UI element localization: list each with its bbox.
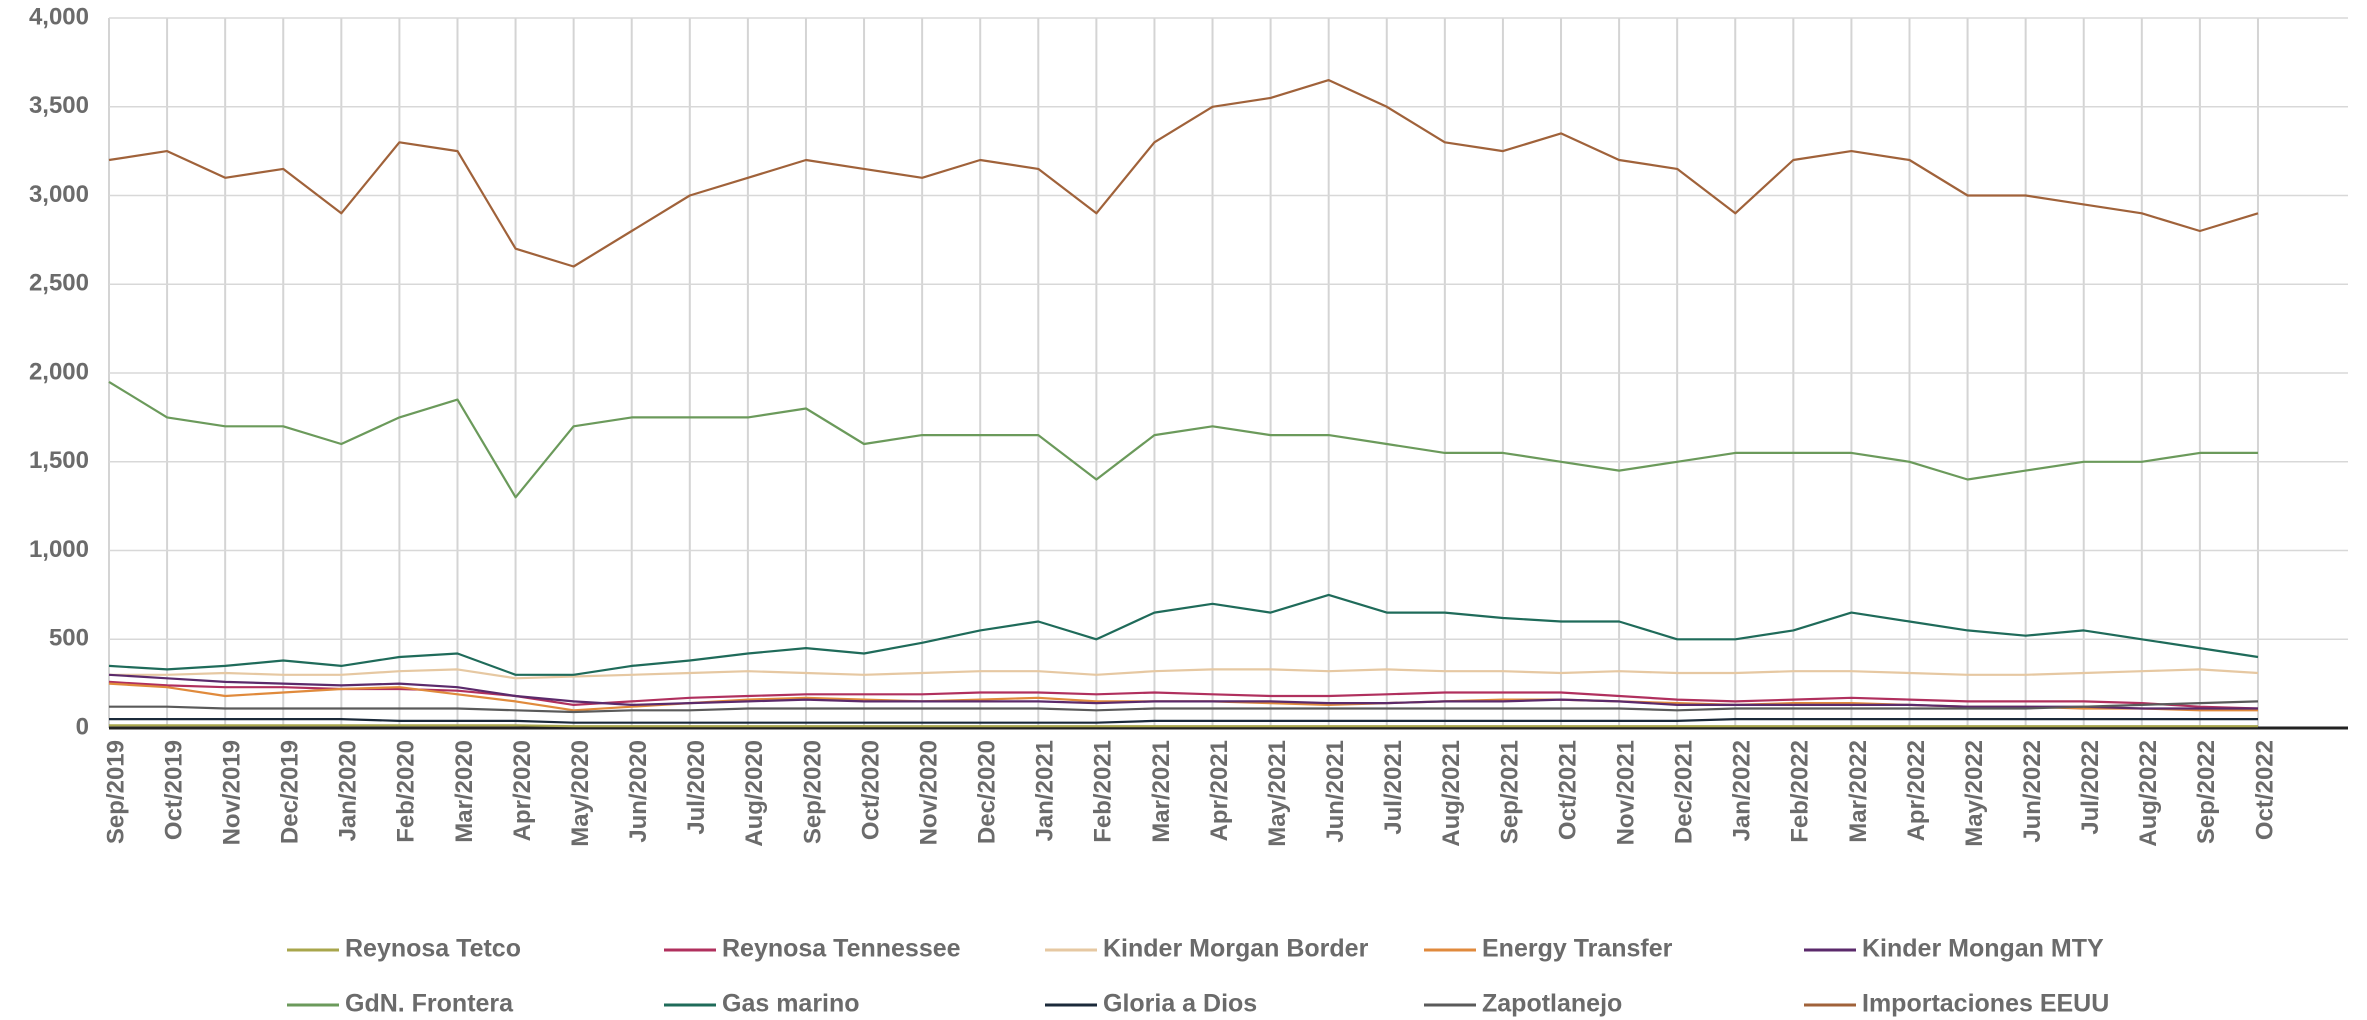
x-tick-label: Feb/2021 bbox=[1090, 740, 1117, 843]
x-tick-label: Dec/2020 bbox=[974, 740, 1001, 844]
x-tick-label: May/2022 bbox=[1961, 740, 1988, 847]
x-tick-label: Sep/2021 bbox=[1496, 740, 1523, 844]
x-tick-label: Apr/2022 bbox=[1903, 740, 1930, 841]
x-tick-label: Aug/2021 bbox=[1438, 740, 1465, 847]
x-tick-label: Sep/2019 bbox=[102, 740, 129, 844]
x-tick-label: Jul/2021 bbox=[1380, 740, 1407, 835]
x-tick-label: Oct/2019 bbox=[160, 740, 187, 840]
legend-label: Gloria a Dios bbox=[1103, 990, 1257, 1018]
legend-label: Gas marino bbox=[722, 990, 860, 1018]
series-line bbox=[108, 680, 2259, 710]
x-tick-label: Mar/2021 bbox=[1148, 740, 1175, 843]
y-tick-label: 2,000 bbox=[29, 358, 89, 385]
x-tick-label: Oct/2021 bbox=[1554, 740, 1581, 840]
x-tick-label: Mar/2022 bbox=[1845, 740, 1872, 843]
series-line bbox=[109, 724, 2258, 728]
series-line bbox=[108, 673, 2258, 710]
x-tick-label: Jan/2020 bbox=[335, 740, 362, 841]
series-line bbox=[108, 380, 2258, 499]
legend-label: Reynosa Tetco bbox=[345, 935, 521, 963]
x-tick-label: Jul/2020 bbox=[683, 740, 710, 835]
x-tick-label: Jul/2022 bbox=[2077, 740, 2104, 835]
legend-label: Energy Transfer bbox=[1482, 935, 1673, 963]
y-tick-label: 2,500 bbox=[29, 270, 89, 297]
legend-label: Kinder Mongan MTY bbox=[1862, 935, 2104, 963]
x-tick-label: Jan/2021 bbox=[1032, 740, 1059, 841]
x-tick-label: Oct/2020 bbox=[857, 740, 884, 840]
y-tick-label: 500 bbox=[49, 625, 89, 652]
x-tick-label: Jun/2020 bbox=[625, 740, 652, 843]
x-tick-label: Sep/2020 bbox=[799, 740, 826, 844]
y-tick-label: 1,500 bbox=[29, 447, 89, 474]
legend-label: Reynosa Tennessee bbox=[722, 935, 961, 963]
series-line bbox=[109, 668, 2259, 680]
legend-label: GdN. Frontera bbox=[345, 990, 514, 1018]
series-line bbox=[108, 79, 2259, 268]
x-tick-label: Jan/2022 bbox=[1729, 740, 1756, 841]
x-tick-label: Sep/2022 bbox=[2193, 740, 2220, 844]
x-tick-label: Mar/2020 bbox=[451, 740, 478, 843]
x-tick-label: Nov/2019 bbox=[219, 740, 246, 845]
x-tick-label: Dec/2021 bbox=[1671, 740, 1698, 844]
y-tick-label: 3,000 bbox=[29, 181, 89, 208]
legend-label: Kinder Morgan Border bbox=[1103, 935, 1369, 963]
series-line bbox=[109, 700, 2259, 714]
x-tick-label: May/2020 bbox=[567, 740, 594, 847]
x-tick-label: Nov/2020 bbox=[915, 740, 942, 845]
x-tick-label: Nov/2021 bbox=[1612, 740, 1639, 845]
y-tick-label: 1,000 bbox=[29, 536, 89, 563]
y-tick-label: 3,500 bbox=[29, 92, 89, 119]
x-tick-label: Apr/2020 bbox=[509, 740, 536, 841]
y-tick-label: 4,000 bbox=[29, 3, 89, 30]
x-tick-label: Jun/2022 bbox=[2019, 740, 2046, 843]
series-line bbox=[109, 718, 2258, 724]
x-tick-label: Feb/2020 bbox=[393, 740, 420, 843]
y-tick-label: 0 bbox=[76, 713, 89, 740]
x-tick-label: Feb/2022 bbox=[1787, 740, 1814, 843]
series-line bbox=[108, 593, 2259, 676]
x-tick-label: Jun/2021 bbox=[1322, 740, 1349, 843]
legend-label: Importaciones EEUU bbox=[1862, 990, 2109, 1018]
x-tick-label: Aug/2020 bbox=[741, 740, 768, 847]
x-tick-label: Dec/2019 bbox=[277, 740, 304, 844]
x-tick-label: May/2021 bbox=[1264, 740, 1291, 847]
legend-label: Zapotlanejo bbox=[1482, 990, 1622, 1018]
x-tick-label: Aug/2022 bbox=[2135, 740, 2162, 847]
x-tick-label: Oct/2022 bbox=[2251, 740, 2278, 840]
x-tick-label: Apr/2021 bbox=[1206, 740, 1233, 841]
